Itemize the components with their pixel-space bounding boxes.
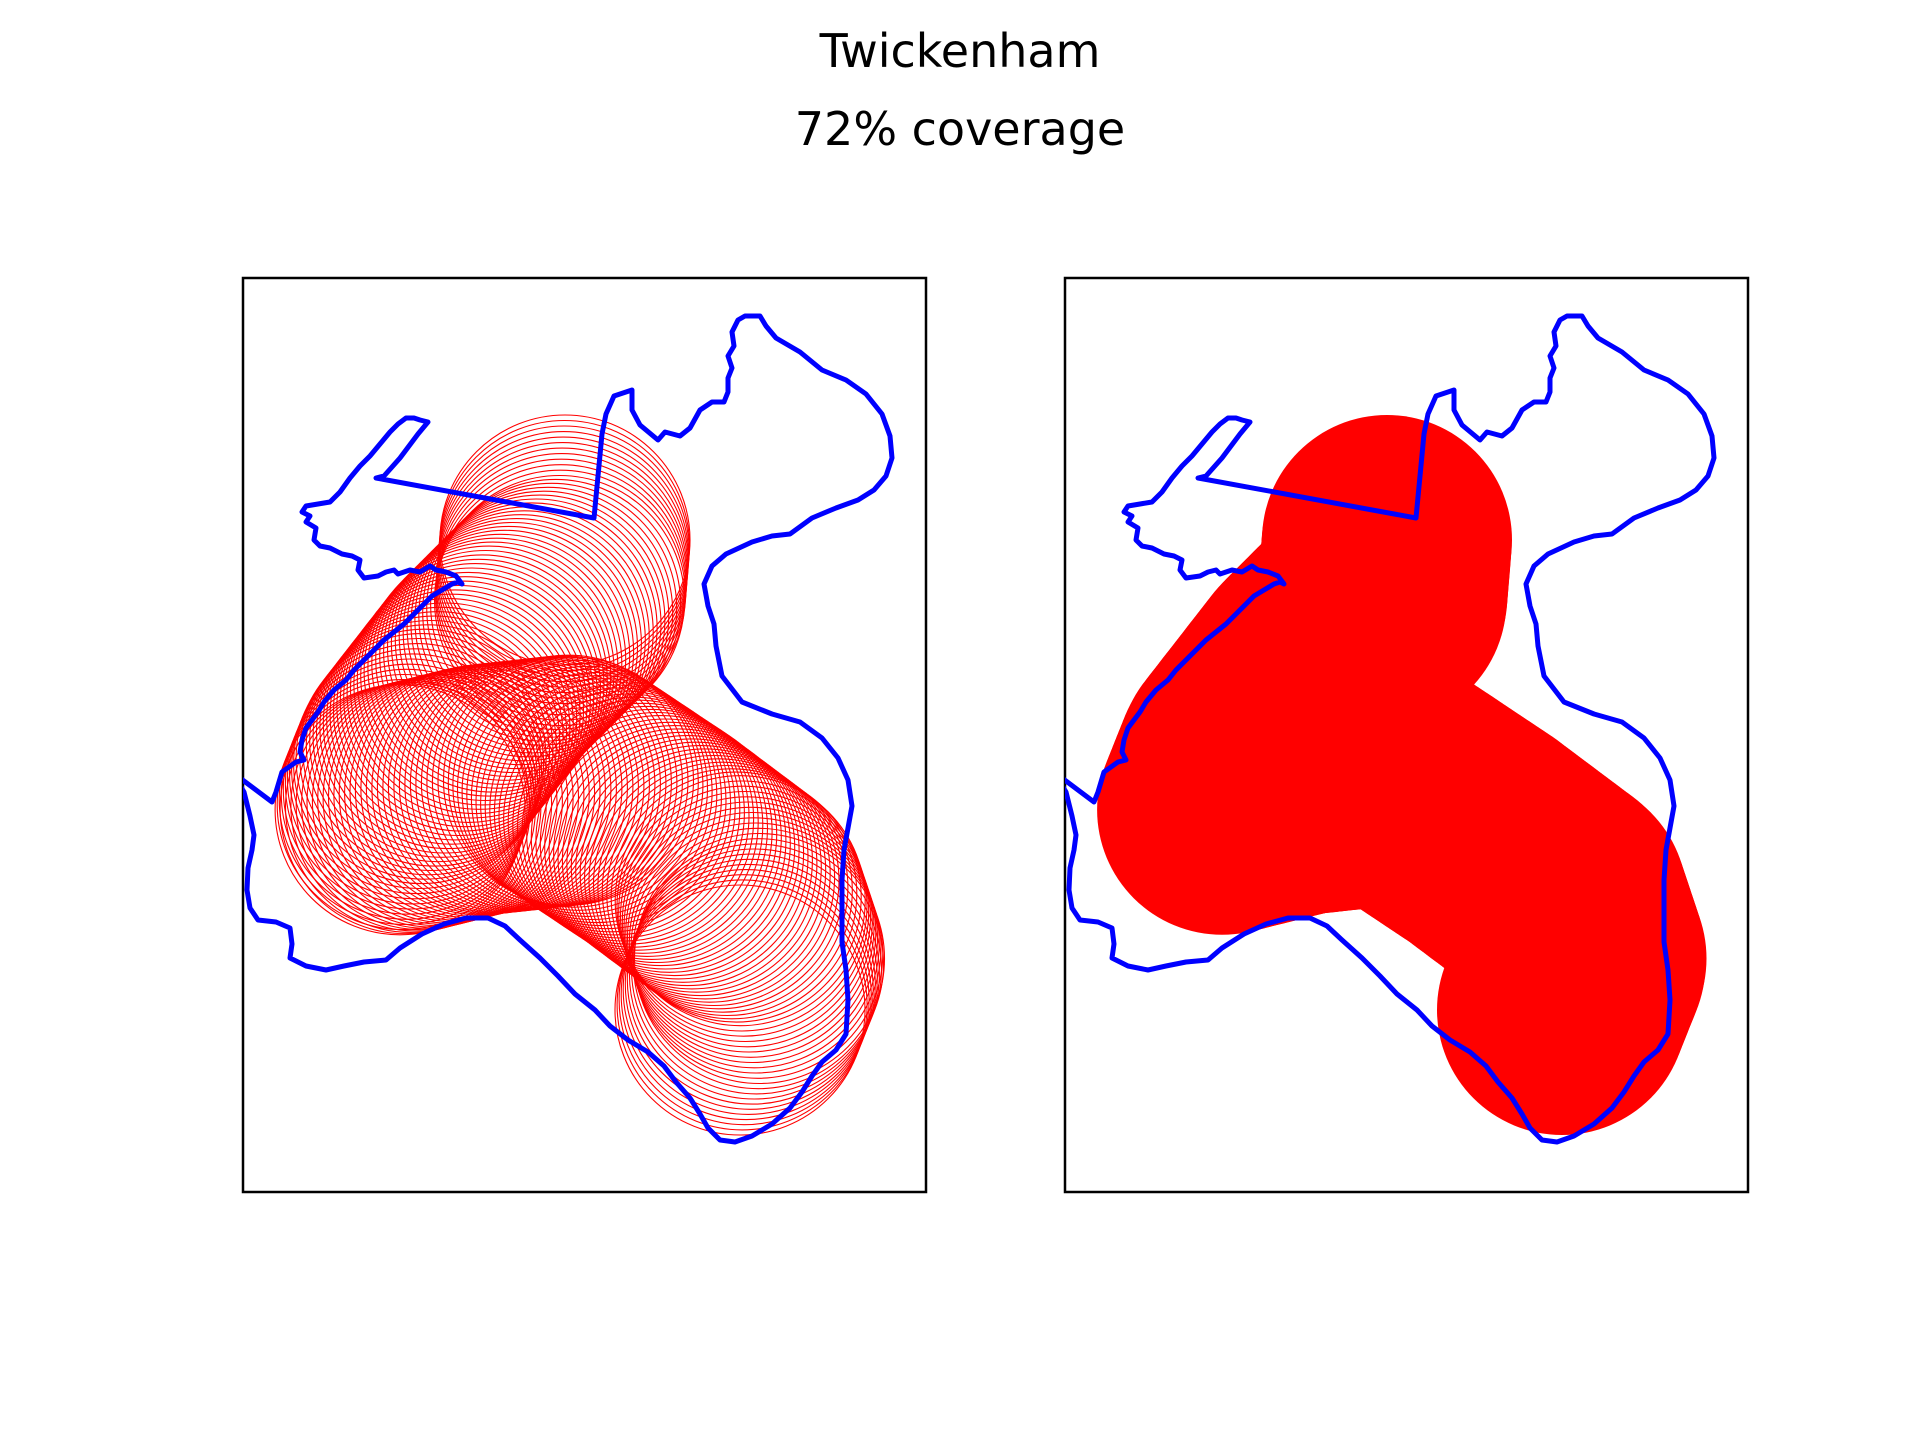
coverage-circle [535, 715, 787, 967]
coverage-circle [618, 785, 870, 1037]
coverage-circles-group [274, 414, 886, 1136]
coverage-circle [561, 735, 813, 987]
borough-boundary [243, 313, 895, 1145]
coverage-circle [406, 502, 658, 754]
coverage-circle [620, 869, 872, 1121]
coverage-circle [512, 699, 764, 951]
coverage-circle [276, 679, 528, 931]
coverage-circle [548, 725, 800, 977]
coverage-circle [433, 474, 686, 727]
coverage-circle [544, 721, 796, 973]
coverage-circle [614, 775, 866, 1027]
coverage-circle [282, 663, 534, 915]
coverage-circle [630, 843, 883, 1095]
coverage-circle [633, 832, 886, 1085]
coverage-circle [410, 498, 662, 750]
coverage-circle [484, 681, 736, 933]
coverage-circle [447, 656, 699, 908]
coverage-circle [616, 780, 868, 1032]
coverage-circle [349, 563, 602, 815]
figure-subtitle: 72% coverage [794, 102, 1126, 156]
coverage-circle [503, 693, 755, 945]
coverage-circle [575, 745, 827, 997]
coverage-circle [597, 761, 849, 1013]
coverage-fill-circle [1437, 885, 1687, 1135]
coverage-circle [456, 662, 709, 914]
coverage-circle [618, 874, 870, 1126]
coverage-circle [530, 711, 782, 964]
coverage-circle [579, 748, 831, 1000]
coverage-circle [628, 848, 880, 1100]
panel-coverage-union [1063, 276, 1750, 1194]
coverage-circle [632, 838, 885, 1090]
coverage-circle [610, 771, 862, 1023]
coverage-circle [343, 571, 595, 823]
coverage-circle [278, 673, 530, 926]
coverage-circle [539, 718, 791, 970]
coverage-circle [614, 884, 866, 1136]
coverage-circle [588, 754, 840, 1007]
coverage-circle [626, 853, 878, 1105]
coverage-circle [622, 863, 874, 1115]
coverage-circle [418, 490, 670, 742]
coverage-circle [624, 858, 876, 1110]
coverage-circle [557, 731, 809, 983]
coverage-circle [521, 705, 773, 957]
coverage-area [1097, 415, 1707, 1135]
coverage-circle [566, 738, 818, 990]
coverage-circle [452, 659, 704, 911]
panel-circle-outlines [241, 276, 928, 1194]
borough-boundary [1065, 313, 1717, 1145]
coverage-circle [489, 684, 741, 936]
coverage-circle [570, 741, 822, 993]
coverage-circle [390, 518, 642, 770]
figure-title: Twickenham [819, 24, 1101, 78]
coverage-circle [553, 728, 805, 980]
coverage-circle [616, 879, 868, 1131]
coverage-circle [584, 751, 836, 1003]
coverage-circle [601, 764, 853, 1017]
coverage-circle [383, 525, 635, 777]
coverage-circle [284, 658, 536, 910]
coverage-circle [288, 648, 541, 900]
coverage-circle [301, 677, 553, 929]
